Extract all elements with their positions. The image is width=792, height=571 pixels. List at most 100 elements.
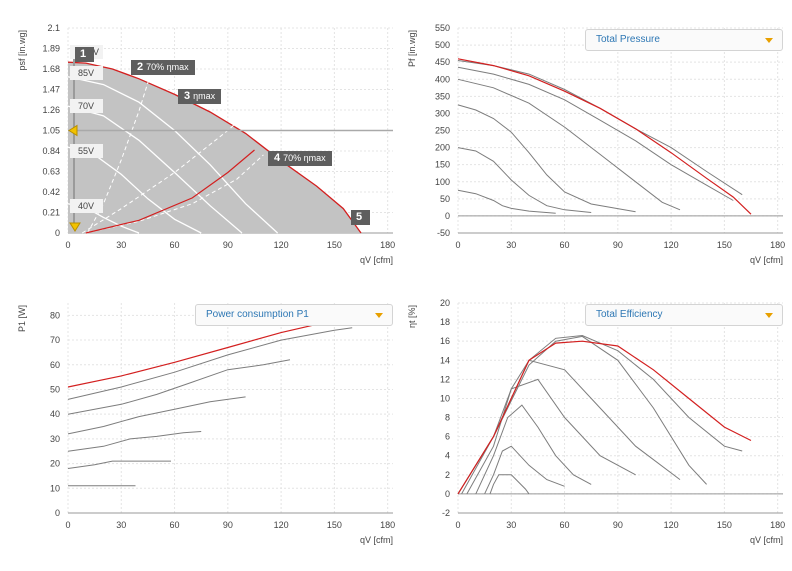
x-axis-title: qV [cfm] [750,255,783,265]
x-tick-label: 30 [116,240,126,250]
efficiency-curve [85,154,264,234]
y-axis-title: psf [in.wg] [17,30,27,71]
y-tick-label: 400 [435,74,450,84]
x-tick-label: 120 [274,240,289,250]
x-tick-label: 150 [717,240,732,250]
chevron-down-icon [375,313,383,318]
chart-panel-2: 0 10 20 30 40 50 60 70 80 0 30 60 90 120 150 180 qV [cfm… [17,303,395,545]
series-line-3 [466,378,636,495]
y-axis-title: ηt [%] [407,305,417,328]
y-tick-label: 0.42 [42,187,60,197]
y-tick-label: 12 [440,374,450,384]
y-tick-label: 50 [50,384,60,394]
series-line-1 [67,460,171,469]
x-tick-label: 180 [770,240,785,250]
total-pressure-dropdown-label: Total Pressure [596,34,660,45]
x-tick-label: 150 [717,520,732,530]
x-tick-label: 60 [170,520,180,530]
x-tick-label: 90 [613,240,623,250]
series-line-3 [67,396,246,435]
voltage-label: 85V [70,65,103,80]
max-pressure-curve [67,61,362,234]
series-line-2 [457,78,681,211]
voltage-curve-70V [67,105,243,234]
x-tick-label: 180 [380,520,395,530]
x-tick-label: 30 [506,520,516,530]
chart-panel-3: -2 0 2 4 6 8 10 12 14 16 18 20 0 30 60 90 120 150 180 qV [c… [407,298,785,545]
x-tick-label: 120 [664,240,679,250]
x-axis-title: qV [cfm] [360,535,393,545]
chevron-down-icon [765,38,773,43]
chevron-down-icon [765,313,773,318]
y-tick-label: 300 [435,108,450,118]
efficiency-curve [81,97,264,234]
series-line-6 [457,58,752,215]
series-line-4 [67,359,291,415]
series-line-5 [484,445,565,495]
y-tick-label: 0.63 [42,167,60,177]
x-tick-label: 150 [327,520,342,530]
y-tick-label: -2 [442,508,450,518]
y-tick-label: 1.05 [42,126,60,136]
chart-panel-1: -50 0 50 100 150 200 250 300 350 400 450 500 550 0 30 6… [407,23,785,265]
y-tick-label: 20 [440,298,450,308]
y-tick-label: 250 [435,126,450,136]
marker-1[interactable]: 1 [75,47,95,62]
x-axis-title: qV [cfm] [360,255,393,265]
y-tick-label: 100 [435,177,450,187]
power-consumption-dropdown[interactable]: Power consumption P1 [195,304,393,326]
total-efficiency-dropdown[interactable]: Total Efficiency [585,304,783,326]
y-tick-label: 450 [435,57,450,67]
x-tick-label: 90 [613,520,623,530]
series-line-4 [457,147,592,213]
marker-5[interactable]: 5 [351,210,371,225]
y-tick-label: 50 [440,194,450,204]
x-tick-label: 30 [116,520,126,530]
y-tick-label: 550 [435,23,450,33]
y-tick-label: 20 [50,459,60,469]
y-tick-label: 2 [445,470,450,480]
pressure-handle-icon [68,124,78,137]
y-axis-title: P1 [W] [17,305,27,332]
x-tick-label: 180 [380,240,395,250]
series-line-4 [475,404,592,495]
y-tick-label: 0 [55,228,60,238]
y-tick-label: 14 [440,355,450,365]
y-tick-label: -50 [437,228,450,238]
y-tick-label: 30 [50,434,60,444]
y-tick-label: 500 [435,40,450,50]
x-tick-label: 180 [770,520,785,530]
series-line-3 [457,104,636,213]
x-tick-label: 60 [170,240,180,250]
y-tick-label: 8 [445,413,450,423]
x-tick-label: 0 [65,240,70,250]
y-tick-label: 0 [445,489,450,499]
operating-area [68,62,361,234]
series-line-2 [67,431,202,452]
x-tick-label: 60 [560,520,570,530]
flow-handle-icon [69,222,81,232]
system-curve [85,149,255,234]
y-tick-label: 0.21 [42,208,60,218]
y-tick-label: 0 [445,211,450,221]
y-axis-title: Pf [in.wg] [407,30,417,67]
series-line-0 [457,60,743,196]
total-pressure-dropdown[interactable]: Total Pressure [585,29,783,51]
marker-2[interactable]: 2 70% ηmax [131,60,195,75]
y-tick-label: 1.89 [42,44,60,54]
voltage-label: 55V [70,144,103,158]
series-line-6 [489,474,530,495]
y-tick-label: 10 [50,483,60,493]
x-tick-label: 60 [560,240,570,250]
y-tick-label: 60 [50,360,60,370]
x-tick-label: 30 [506,240,516,250]
power-consumption-dropdown-label: Power consumption P1 [206,309,309,320]
y-tick-label: 150 [435,160,450,170]
marker-4[interactable]: 4 70% ηmax [268,151,332,166]
y-tick-label: 0 [55,508,60,518]
series-line-2 [461,359,681,495]
series-line-5 [457,189,556,214]
x-tick-label: 120 [664,520,679,530]
marker-3[interactable]: 3 ηmax [178,89,222,104]
total-efficiency-dropdown-label: Total Efficiency [596,309,663,320]
